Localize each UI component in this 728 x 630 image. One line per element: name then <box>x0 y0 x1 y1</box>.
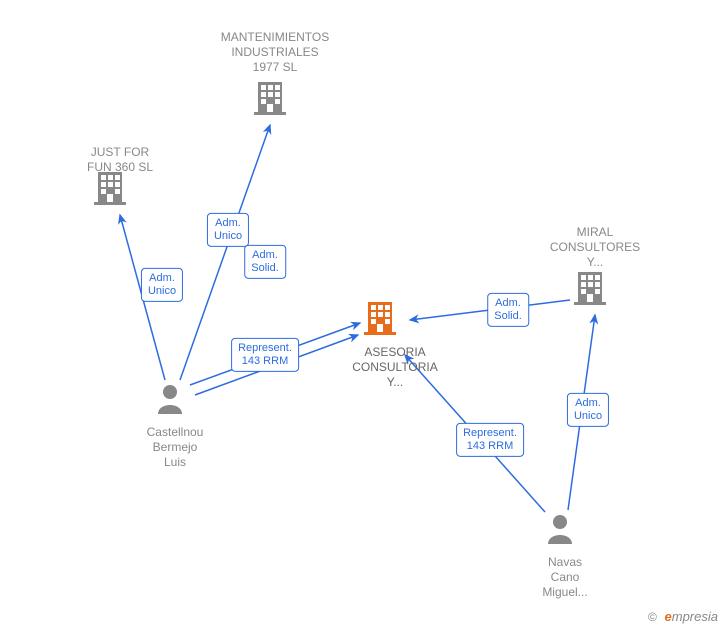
edge-label: Represent. 143 RRM <box>231 338 299 372</box>
brand-rest: mpresia <box>672 609 718 624</box>
brand-first-letter: e <box>665 609 672 624</box>
edge-label: Adm. Solid. <box>487 293 529 327</box>
edge-label: Represent. 143 RRM <box>456 423 524 457</box>
node-label-navas[interactable]: Navas Cano Miguel... <box>525 555 605 600</box>
node-label-center[interactable]: ASESORIA CONSULTORIA Y... <box>345 345 445 390</box>
building-icon[interactable] <box>254 82 286 115</box>
edge-label: Adm. Solid. <box>244 245 286 279</box>
copyright-symbol: © <box>648 610 657 624</box>
node-label-mant[interactable]: MANTENIMIENTOS INDUSTRIALES 1977 SL <box>205 30 345 75</box>
edge-label: Adm. Unico <box>567 393 609 427</box>
building-icon[interactable] <box>364 302 396 335</box>
person-icon[interactable] <box>548 515 572 544</box>
edge-label: Adm. Unico <box>141 268 183 302</box>
building-icon[interactable] <box>574 272 606 305</box>
node-label-jff[interactable]: JUST FOR FUN 360 SL <box>75 145 165 175</box>
diagram-canvas <box>0 0 728 630</box>
person-icon[interactable] <box>158 385 182 414</box>
watermark: © empresia <box>648 609 718 624</box>
node-label-miral[interactable]: MIRAL CONSULTORES Y... <box>545 225 645 270</box>
node-label-castellnou[interactable]: Castellnou Bermejo Luis <box>130 425 220 470</box>
building-icon[interactable] <box>94 172 126 205</box>
edge-label: Adm. Unico <box>207 213 249 247</box>
